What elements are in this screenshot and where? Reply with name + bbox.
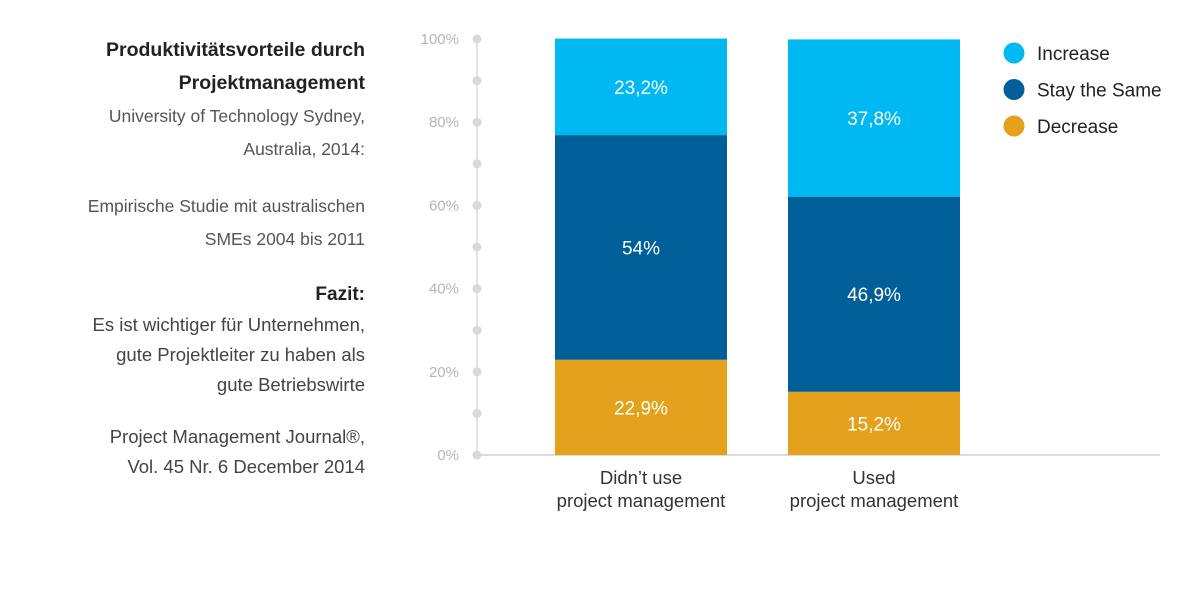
y-axis-dot <box>472 284 482 294</box>
y-axis-dot <box>472 117 482 127</box>
legend-swatch <box>1003 42 1025 64</box>
legend-swatch <box>1003 79 1025 100</box>
x-tick-label: Didn’t use <box>600 467 682 488</box>
x-tick-label: project management <box>557 490 726 511</box>
y-tick-label: 80% <box>429 114 459 131</box>
y-tick-label: 20% <box>429 364 459 381</box>
y-tick-label: 0% <box>437 447 459 464</box>
data-label: 23,2% <box>614 78 668 99</box>
journal-line: Project Management Journal®, <box>109 426 365 447</box>
sidebar-title-line: Produktivitätsvorteile durch <box>106 39 365 61</box>
data-label: 37,8% <box>847 109 901 130</box>
sidebar-source: University of Technology Sydney, Austral… <box>20 100 365 166</box>
data-label: 15,2% <box>847 414 901 435</box>
fazit-line: gute Betriebswirte <box>216 374 365 395</box>
y-axis-dot <box>472 34 482 44</box>
sidebar: Produktivitätsvorteile durch Projektmana… <box>20 34 365 482</box>
bar-segment <box>788 39 960 197</box>
fazit-heading: Fazit: <box>315 284 365 305</box>
legend-swatch <box>1003 115 1025 137</box>
sidebar-study: Empirische Studie mit australischen SMEs… <box>20 190 365 256</box>
y-axis-dot <box>472 200 482 210</box>
y-axis-dot <box>472 325 482 335</box>
sidebar-title: Produktivitätsvorteile durch Projektmana… <box>20 34 365 100</box>
y-tick-label: 40% <box>429 281 459 298</box>
data-label: 54% <box>622 238 660 259</box>
y-axis-dot <box>472 76 482 86</box>
bar-segment <box>555 38 727 136</box>
y-axis-dot <box>472 367 482 377</box>
legend-label: Stay the Same <box>1037 81 1162 102</box>
data-label: 22,9% <box>614 398 668 419</box>
y-axis-dot <box>472 242 482 252</box>
x-tick-label: project management <box>790 490 959 511</box>
bar-segment <box>555 135 727 360</box>
sidebar-study-line: Empirische Studie mit australischen <box>87 196 365 216</box>
legend-label: Increase <box>1037 44 1110 65</box>
x-tick-label: Used <box>852 467 895 488</box>
y-axis-dot <box>472 408 482 418</box>
sidebar-source-line: Australia, 2014: <box>243 139 365 159</box>
y-tick-label: 60% <box>429 197 459 214</box>
y-tick-label: 100% <box>421 31 459 48</box>
sidebar-study-line: SMEs 2004 bis 2011 <box>204 229 365 249</box>
bar-segment <box>555 359 727 455</box>
legend-label: Decrease <box>1037 117 1118 138</box>
journal-citation: Project Management Journal®, Vol. 45 Nr.… <box>20 422 365 482</box>
fazit-line: gute Projektleiter zu haben als <box>116 344 365 365</box>
journal-line: Vol. 45 Nr. 6 December 2014 <box>127 456 365 477</box>
y-axis-dot <box>472 159 482 169</box>
data-label: 46,9% <box>847 285 901 306</box>
y-axis-dot <box>472 450 482 460</box>
bar-segment <box>788 196 960 392</box>
fazit-text: Es ist wichtiger für Unternehmen, gute P… <box>20 310 365 400</box>
sidebar-source-line: University of Technology Sydney, <box>108 106 365 126</box>
fazit-line: Es ist wichtiger für Unternehmen, <box>92 314 365 335</box>
bar-segment <box>788 391 960 455</box>
sidebar-title-line: Projektmanagement <box>178 72 365 94</box>
